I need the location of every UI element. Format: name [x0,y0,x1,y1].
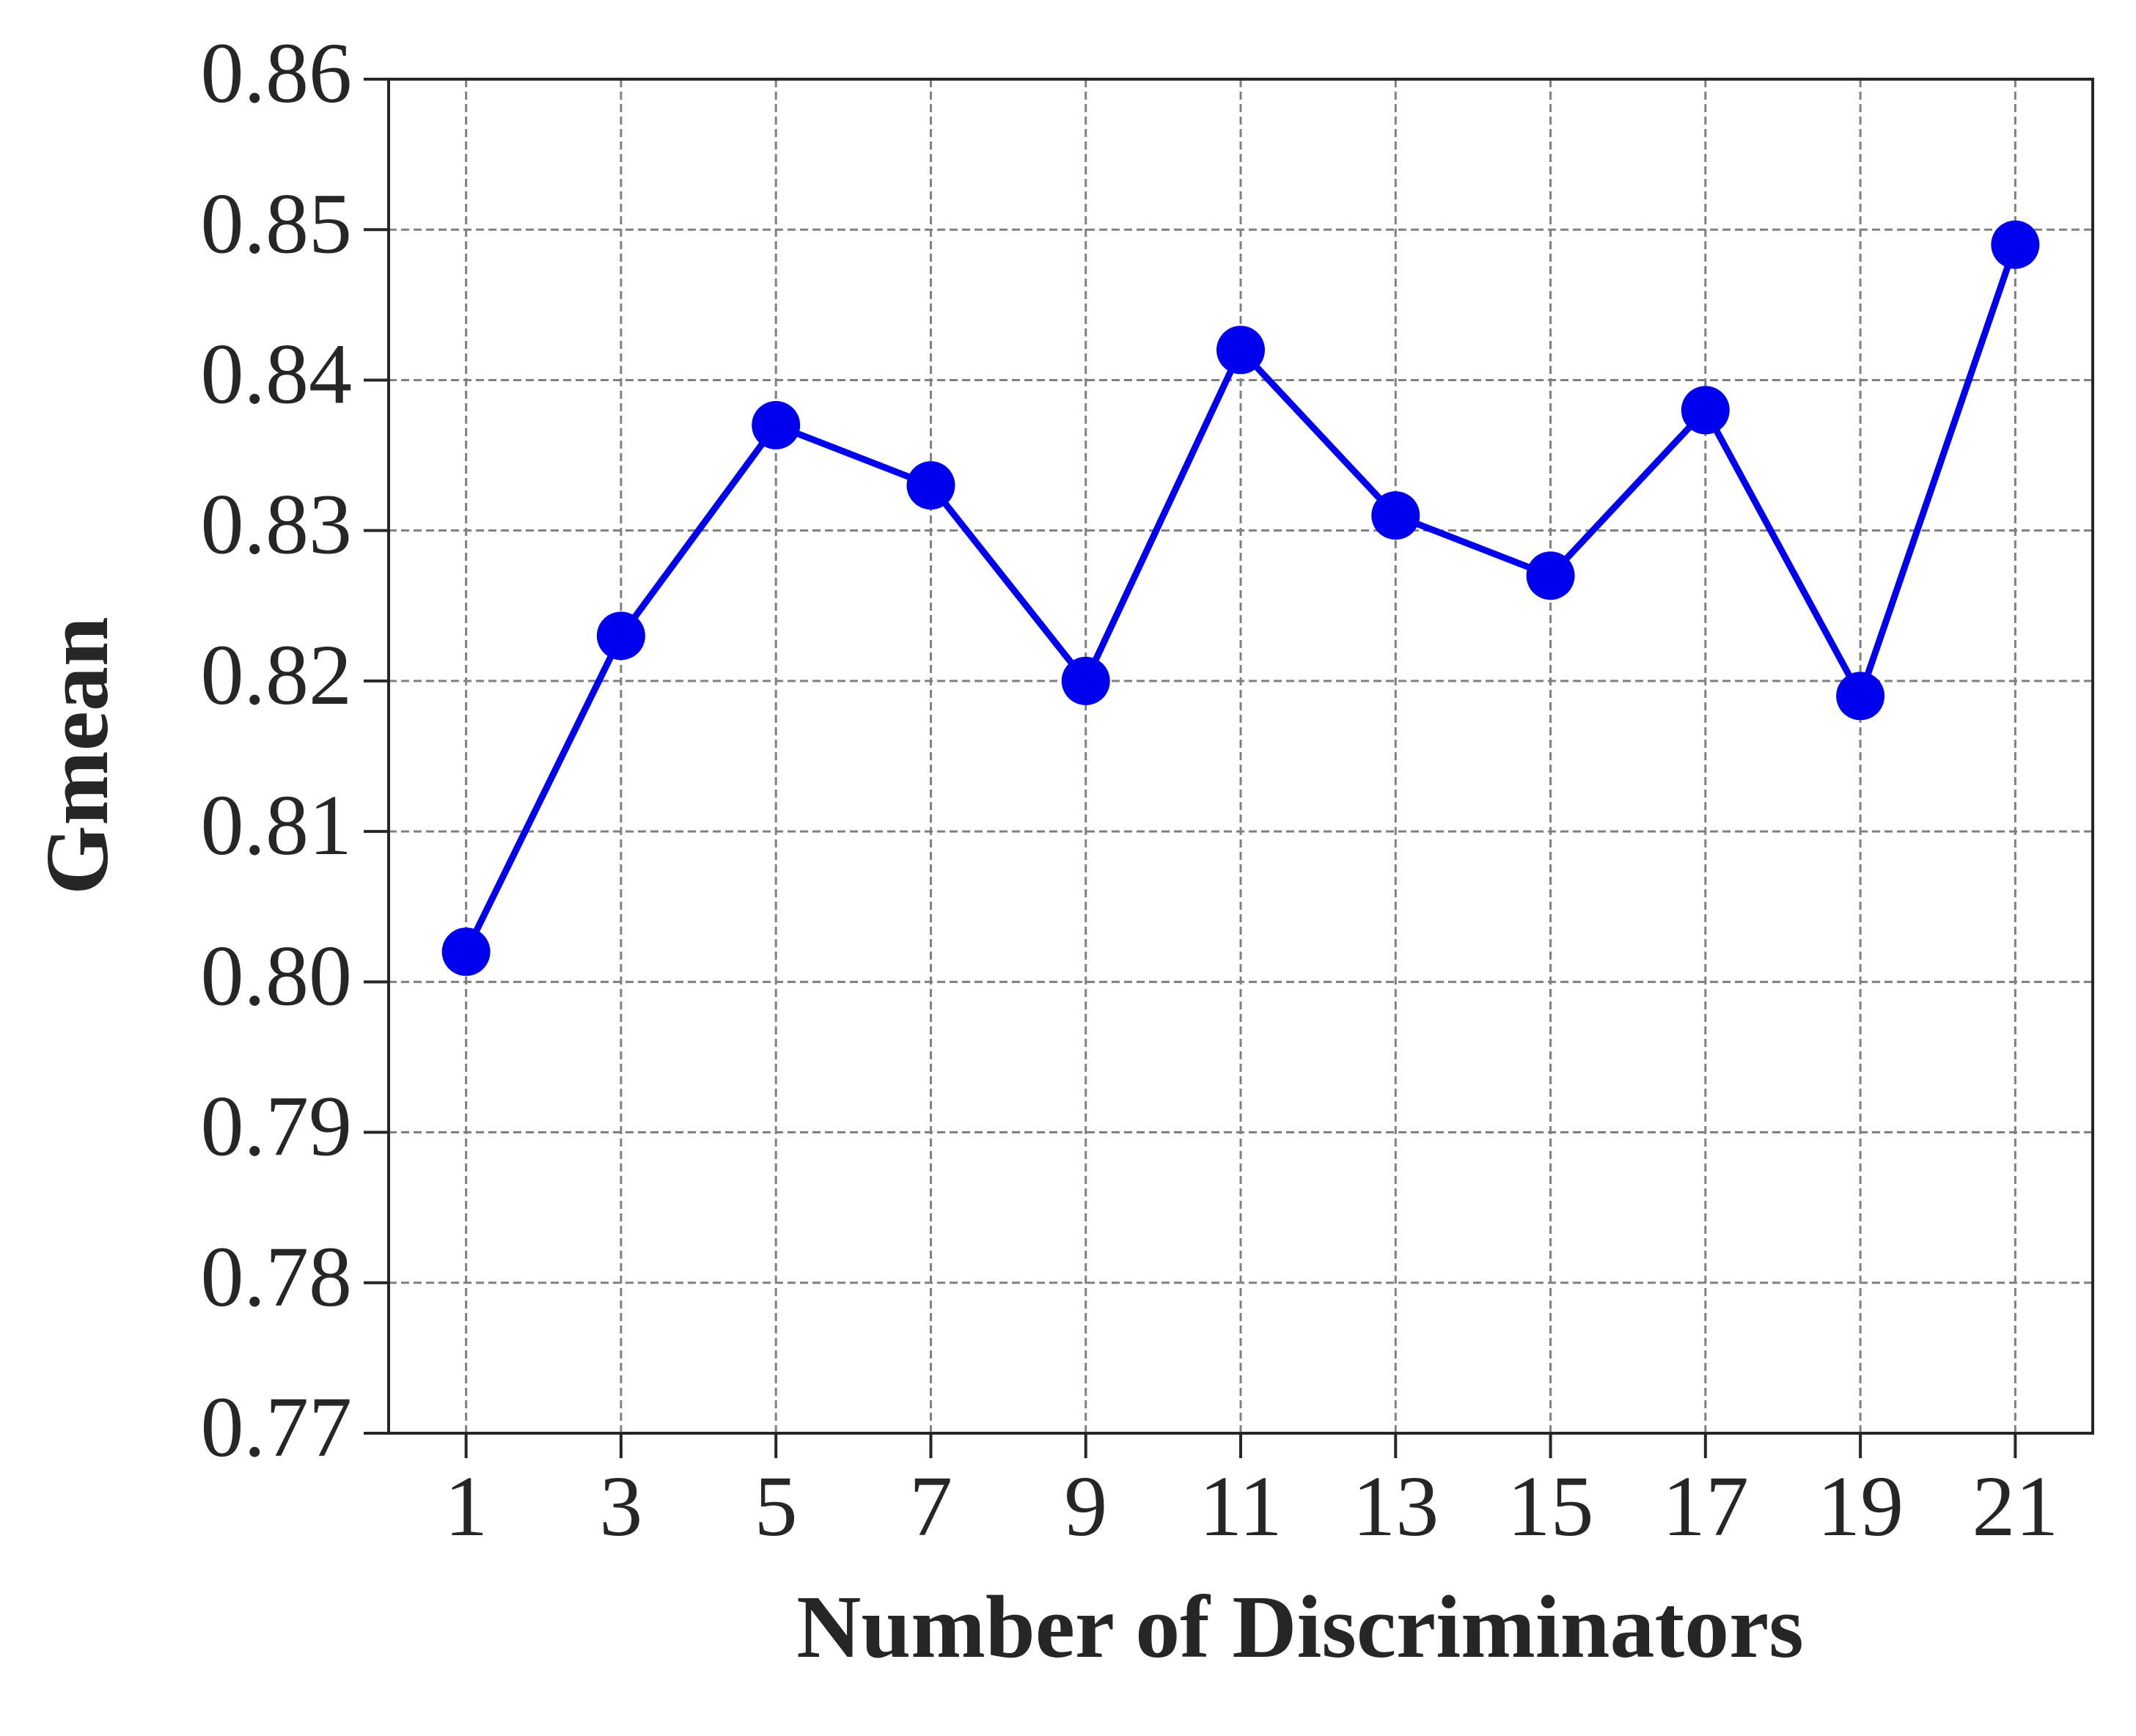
y-tick-label: 0.79 [201,1078,353,1174]
x-tick-label: 11 [1199,1458,1282,1554]
y-axis-label: Gmean [28,617,127,895]
y-tick-label: 0.82 [201,627,353,723]
data-point [1526,551,1575,600]
data-point [1061,656,1110,705]
y-tick-label: 0.81 [201,777,353,873]
data-point [1836,672,1885,721]
x-tick-label: 15 [1508,1458,1594,1554]
data-point [1681,386,1730,435]
y-tick-label: 0.84 [201,326,353,422]
x-tick-label: 3 [599,1458,642,1554]
data-point [752,401,801,450]
data-point [1991,220,2040,269]
plot-frame [387,78,2094,1435]
y-tick-label: 0.86 [201,25,353,121]
x-axis-label: Number of Discriminators [796,1578,1803,1677]
y-tick-label: 0.80 [201,927,353,1023]
y-tick-label: 0.83 [201,477,353,573]
x-tick-label: 7 [909,1458,953,1554]
x-tick-label: 13 [1352,1458,1439,1554]
data-point [596,611,645,661]
x-tick-label: 19 [1817,1458,1904,1554]
x-tick-label: 9 [1064,1458,1107,1554]
x-tick-label: 5 [755,1458,798,1554]
data-point [441,927,491,976]
y-tick-label: 0.78 [201,1229,353,1325]
data-point [1216,326,1265,375]
y-tick-label: 0.77 [201,1379,353,1475]
data-point [1371,491,1420,540]
y-tick-label: 0.85 [201,175,353,271]
data-point [906,461,955,510]
x-tick-label: 21 [1972,1458,2058,1554]
x-tick-label: 1 [444,1458,488,1554]
x-tick-label: 17 [1662,1458,1749,1554]
